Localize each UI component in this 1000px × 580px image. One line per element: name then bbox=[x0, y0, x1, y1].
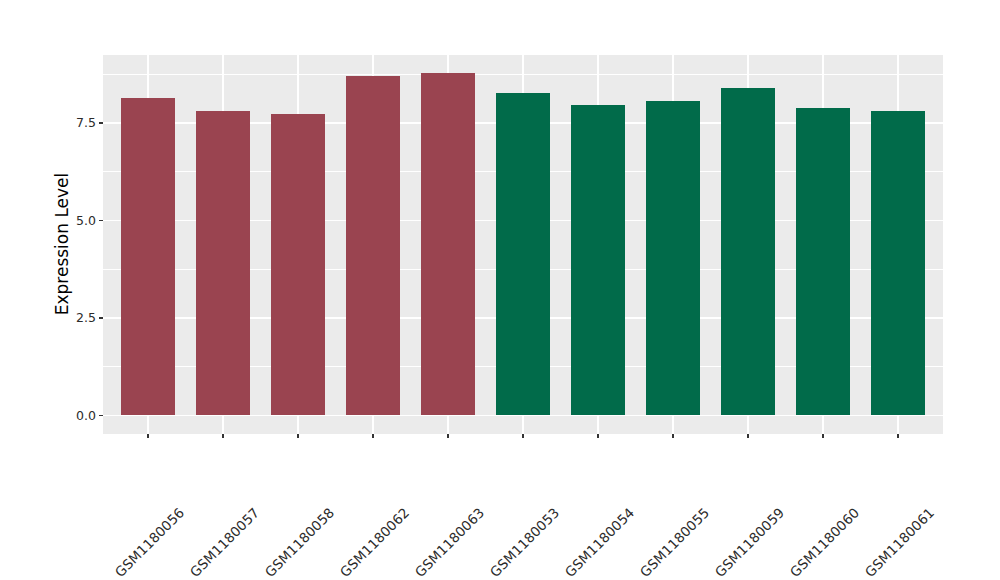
x-axis-tick bbox=[897, 434, 898, 438]
bar bbox=[421, 73, 475, 415]
x-tick-label: GSM1180056 bbox=[112, 505, 187, 580]
bar bbox=[196, 111, 250, 416]
x-axis-tick bbox=[747, 434, 748, 438]
x-axis-tick bbox=[597, 434, 598, 438]
x-axis-tick bbox=[522, 434, 523, 438]
bar bbox=[271, 114, 325, 415]
x-axis-tick bbox=[372, 434, 373, 438]
y-axis-tick bbox=[99, 122, 103, 123]
x-axis-tick bbox=[672, 434, 673, 438]
x-tick-label: GSM1180053 bbox=[487, 505, 562, 580]
x-tick-label: GSM1180061 bbox=[862, 505, 937, 580]
x-tick-label: GSM1180060 bbox=[787, 505, 862, 580]
y-tick-label: 0.0 bbox=[76, 409, 96, 422]
x-axis-tick bbox=[147, 434, 148, 438]
bar bbox=[796, 108, 850, 415]
bar bbox=[871, 111, 925, 416]
y-tick-label: 5.0 bbox=[76, 214, 96, 227]
bar bbox=[496, 93, 550, 416]
x-tick-label: GSM1180057 bbox=[187, 505, 262, 580]
x-tick-label: GSM1180055 bbox=[637, 505, 712, 580]
x-axis-tick bbox=[447, 434, 448, 438]
y-axis-tick bbox=[99, 317, 103, 318]
x-axis-tick bbox=[822, 434, 823, 438]
x-tick-label: GSM1180054 bbox=[562, 505, 637, 580]
y-tick-label: 7.5 bbox=[76, 117, 96, 130]
y-axis-tick bbox=[99, 220, 103, 221]
bar bbox=[121, 98, 175, 416]
y-tick-label: 2.5 bbox=[76, 312, 96, 325]
chart-figure: Expression Level 0.0 2.5 5.0 7.5 GSM1180056… bbox=[0, 0, 1000, 580]
x-tick-label: GSM1180058 bbox=[262, 505, 337, 580]
x-axis-tick bbox=[297, 434, 298, 438]
bar bbox=[346, 76, 400, 415]
x-tick-label: GSM1180063 bbox=[412, 505, 487, 580]
x-tick-label: GSM1180059 bbox=[712, 505, 787, 580]
x-axis-tick bbox=[222, 434, 223, 438]
bar bbox=[571, 105, 625, 415]
bar bbox=[721, 88, 775, 416]
y-axis-title: Expression Level bbox=[52, 173, 72, 316]
bar bbox=[646, 101, 700, 415]
x-tick-label: GSM1180062 bbox=[337, 505, 412, 580]
plot-panel bbox=[103, 55, 943, 434]
y-axis-tick bbox=[99, 415, 103, 416]
